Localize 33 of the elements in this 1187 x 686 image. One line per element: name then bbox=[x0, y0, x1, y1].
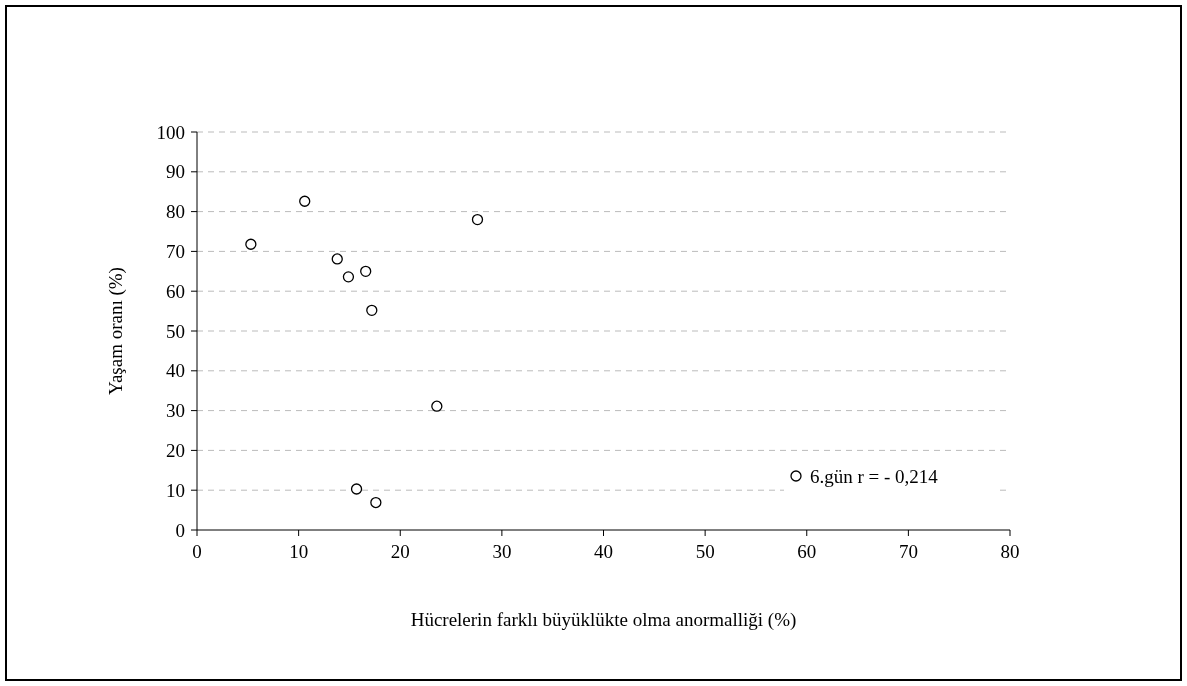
point bbox=[370, 496, 382, 509]
x-tick-label: 10 bbox=[289, 541, 309, 562]
point bbox=[360, 265, 372, 277]
point bbox=[331, 253, 343, 265]
y-tick-label: 20 bbox=[166, 440, 185, 462]
point bbox=[245, 238, 257, 250]
y-tick-label: 30 bbox=[166, 400, 185, 422]
x-tick-label: 70 bbox=[898, 541, 918, 562]
x-tick-label: 50 bbox=[695, 541, 715, 562]
x-tick-label: 60 bbox=[797, 541, 817, 562]
y-tick-label: 60 bbox=[166, 280, 185, 302]
x-tick-label: 20 bbox=[390, 541, 410, 562]
y-tick-label: 0 bbox=[175, 519, 185, 541]
x-axis-title: Hücrelerin farklı büyüklükte olma anormalliği (%) bbox=[410, 609, 797, 631]
y-tick-label: 40 bbox=[166, 360, 185, 382]
y-tick-label: 10 bbox=[166, 479, 185, 501]
x-tick-label: 0 bbox=[192, 541, 202, 562]
x-tick-label: 80 bbox=[1000, 541, 1020, 562]
legend-label: 6.gün r = - 0,214 bbox=[810, 465, 939, 487]
y-tick-label: 70 bbox=[166, 241, 185, 263]
y-tick-label: 100 bbox=[156, 121, 185, 143]
y-tick-label: 80 bbox=[166, 201, 185, 223]
point bbox=[471, 213, 484, 226]
y-tick-label: 50 bbox=[166, 320, 185, 342]
x-tick-label: 40 bbox=[594, 541, 613, 562]
point bbox=[366, 304, 378, 316]
point bbox=[350, 483, 363, 495]
y-tick-label: 90 bbox=[166, 161, 185, 183]
point bbox=[342, 271, 355, 283]
y-axis-title: Yaşam oranı (%) bbox=[105, 267, 127, 395]
x-tick-label: 30 bbox=[492, 541, 512, 562]
point bbox=[299, 195, 311, 207]
point bbox=[431, 400, 443, 412]
